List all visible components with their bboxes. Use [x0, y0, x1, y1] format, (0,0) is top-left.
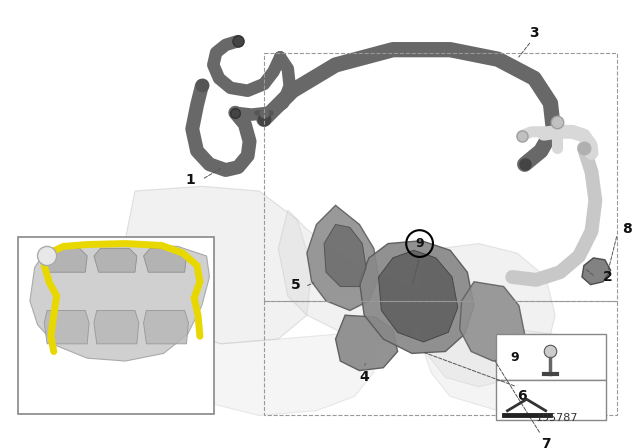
Bar: [264, 52, 618, 301]
Bar: [496, 334, 606, 380]
Text: 2: 2: [603, 270, 612, 284]
Polygon shape: [44, 248, 87, 272]
Polygon shape: [422, 330, 584, 411]
Text: 195787: 195787: [536, 413, 579, 423]
Bar: [19, 237, 214, 414]
Text: 5: 5: [291, 278, 300, 292]
Text: 8: 8: [622, 222, 632, 236]
Text: 9: 9: [511, 351, 520, 364]
Polygon shape: [378, 250, 458, 342]
Polygon shape: [278, 210, 422, 344]
Polygon shape: [125, 186, 312, 344]
Text: 7: 7: [541, 437, 550, 448]
Text: 1: 1: [186, 172, 195, 186]
Polygon shape: [143, 248, 186, 272]
Polygon shape: [460, 282, 525, 361]
Text: 6: 6: [517, 389, 527, 403]
Polygon shape: [335, 315, 397, 370]
Polygon shape: [417, 244, 556, 387]
Polygon shape: [94, 310, 139, 344]
Polygon shape: [94, 248, 137, 272]
Circle shape: [38, 246, 56, 266]
Polygon shape: [135, 296, 374, 415]
Polygon shape: [143, 310, 188, 344]
Text: 4: 4: [359, 370, 369, 384]
Polygon shape: [44, 310, 89, 344]
Text: 3: 3: [529, 26, 539, 40]
Polygon shape: [582, 258, 611, 284]
Polygon shape: [324, 224, 366, 287]
Bar: [496, 380, 606, 420]
Polygon shape: [30, 244, 209, 361]
Text: 9: 9: [415, 237, 424, 250]
Polygon shape: [307, 205, 378, 310]
Polygon shape: [360, 241, 474, 353]
Bar: [264, 301, 618, 415]
